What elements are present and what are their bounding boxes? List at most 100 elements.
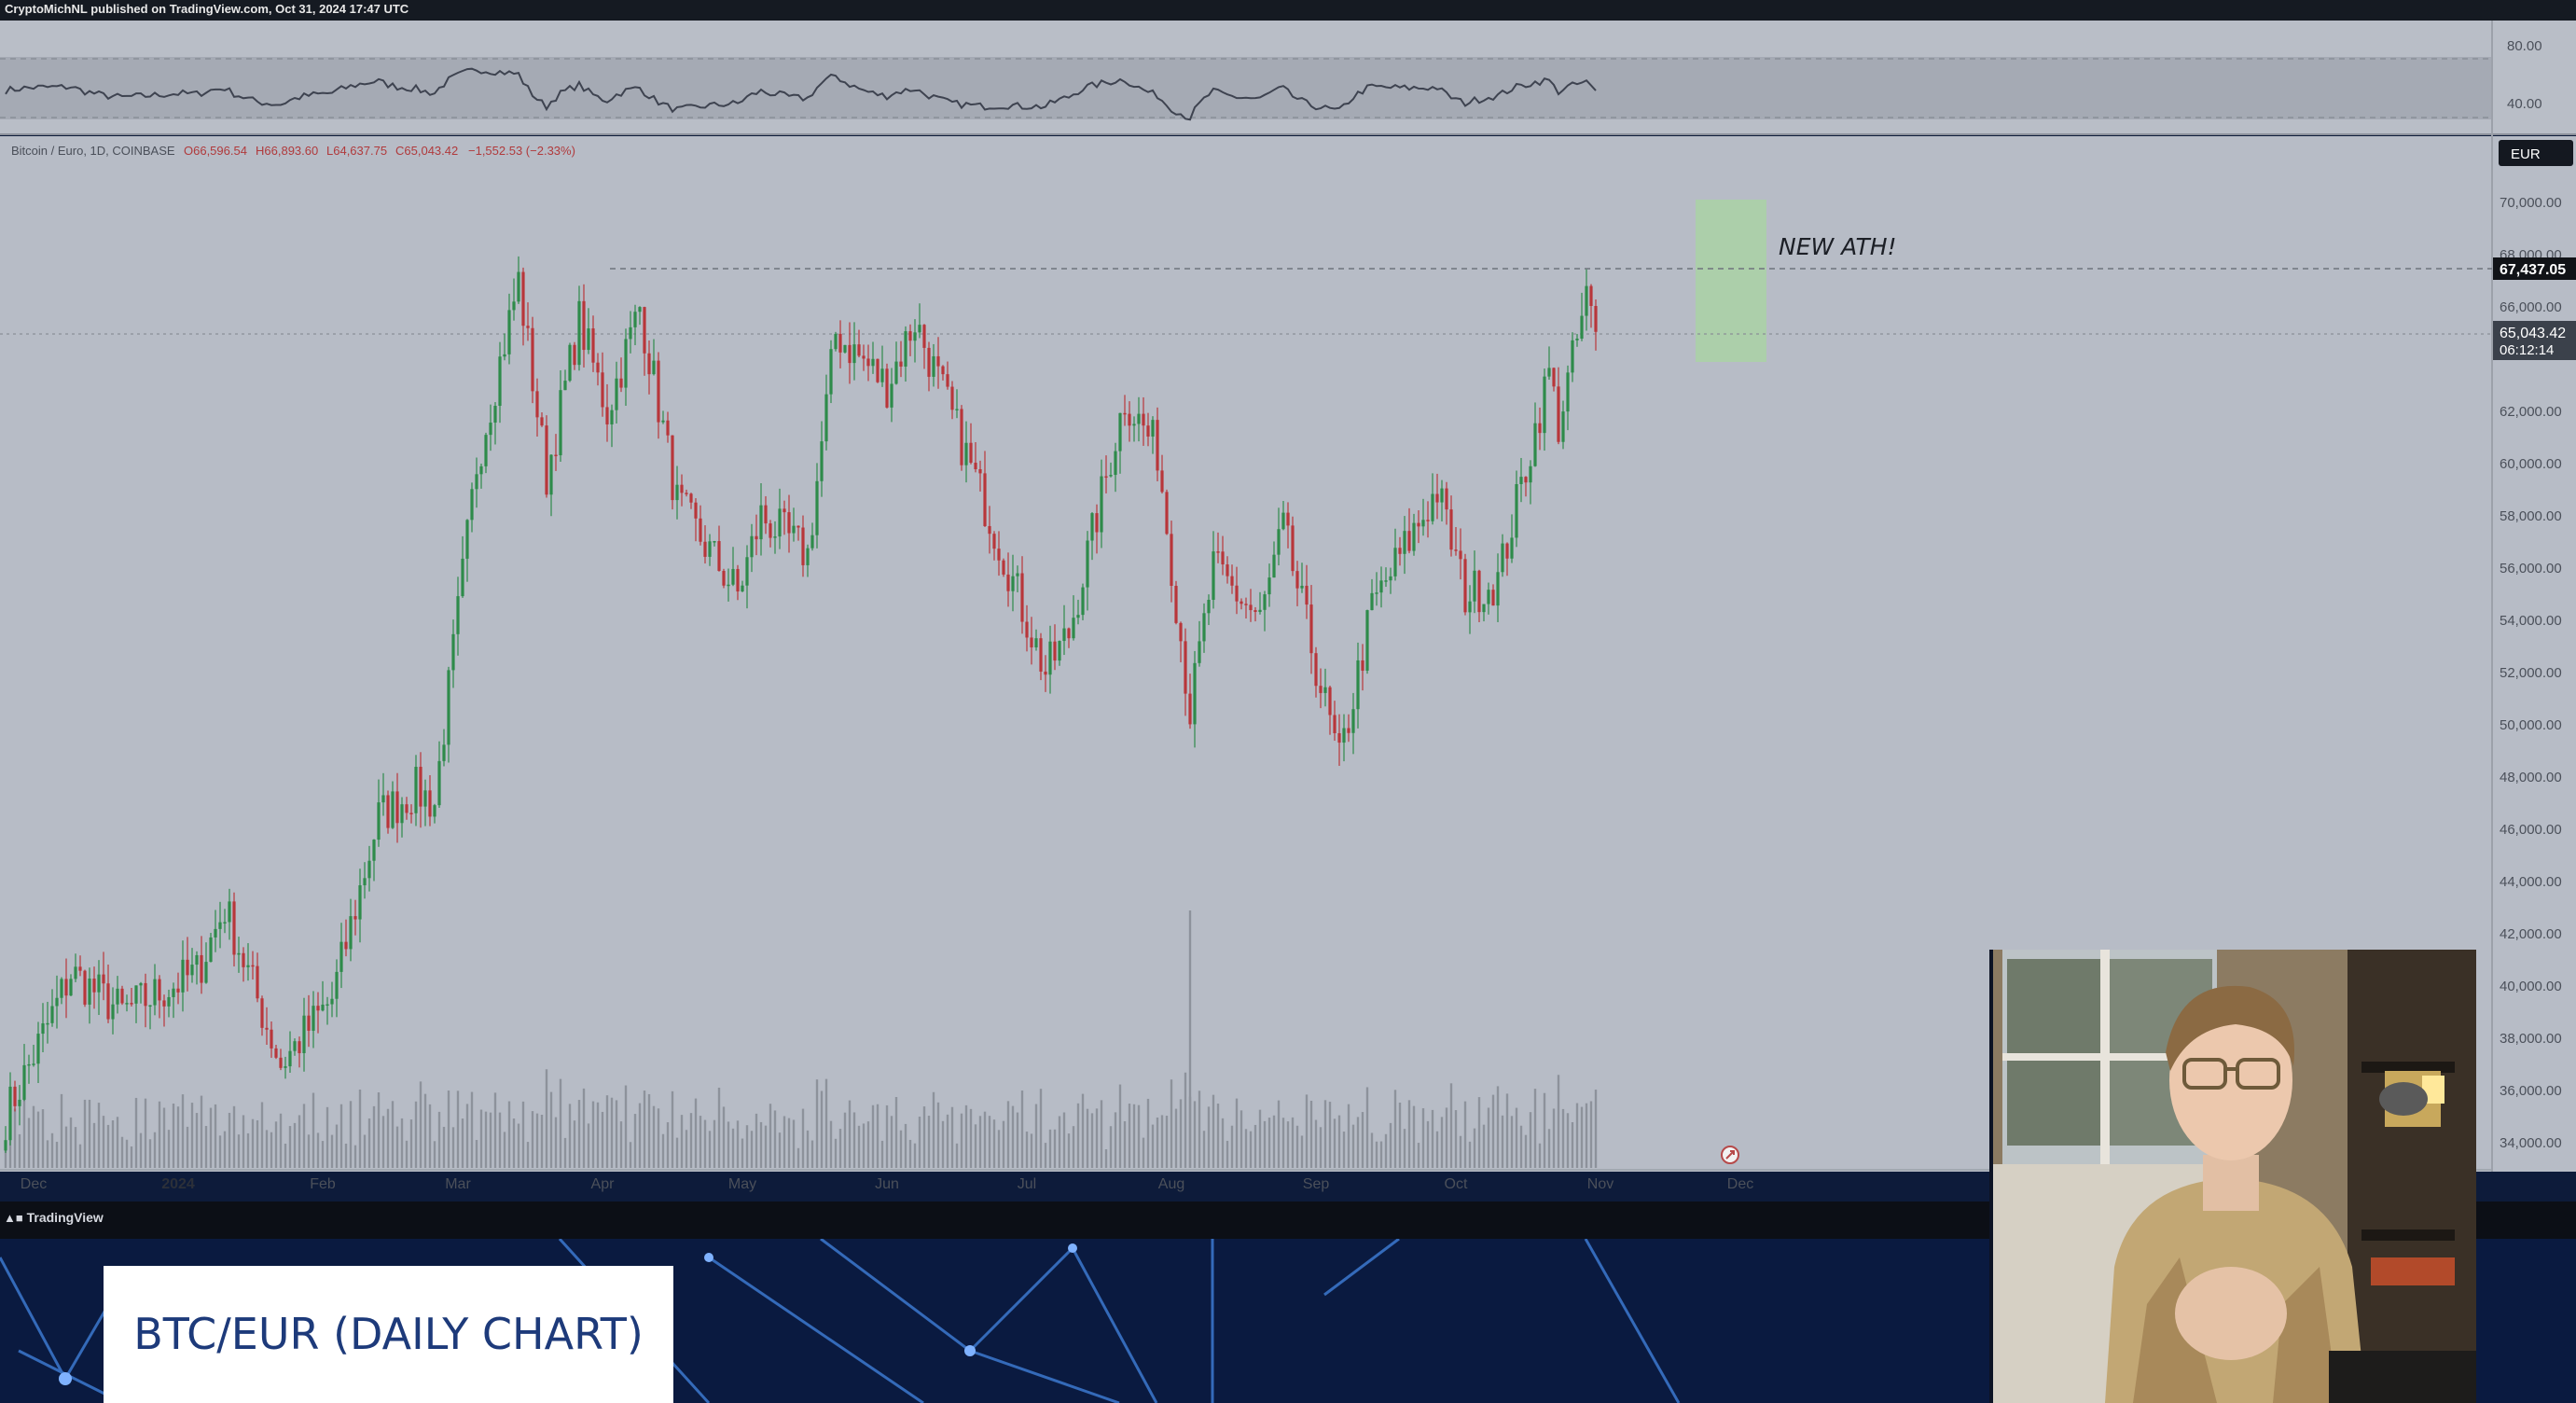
candle-body — [591, 328, 595, 363]
volume-bar — [1025, 1132, 1029, 1168]
candle-body — [1272, 554, 1276, 578]
volume-bar — [377, 1092, 381, 1168]
candle-body — [1207, 599, 1211, 614]
volume-bar — [521, 1101, 525, 1168]
volume-bar — [395, 1126, 399, 1168]
candle-body — [680, 484, 684, 493]
volume-bar — [120, 1136, 124, 1168]
volume-bar — [1519, 1125, 1523, 1168]
volume-bar — [1547, 1129, 1551, 1168]
candle-body — [489, 423, 492, 436]
candle-body — [727, 584, 730, 587]
candle-body — [699, 518, 702, 542]
volume-bar — [498, 1112, 502, 1168]
volume-bar — [479, 1109, 483, 1168]
volume-bar — [731, 1128, 735, 1168]
volume-bar — [74, 1127, 77, 1168]
candle-body — [1337, 733, 1341, 743]
volume-bar — [1151, 1124, 1155, 1168]
price-axis-label: 70,000.00 — [2500, 195, 2562, 211]
replay-icon[interactable] — [1721, 1146, 1739, 1164]
candle-body — [74, 966, 77, 979]
volume-bar — [1295, 1125, 1299, 1168]
volume-bar — [1529, 1112, 1532, 1168]
candle-body — [810, 535, 814, 549]
candle-body — [195, 954, 199, 965]
volume-bar — [838, 1129, 842, 1168]
volume-bar — [727, 1121, 730, 1168]
volume-bar — [1510, 1116, 1514, 1168]
volume-bar — [773, 1110, 777, 1168]
volume-bar — [657, 1108, 660, 1168]
candle-body — [1067, 628, 1071, 639]
volume-bar — [1240, 1110, 1243, 1168]
candle-body — [32, 1063, 35, 1065]
volume-bar — [1286, 1121, 1290, 1168]
volume-bar — [1337, 1115, 1341, 1168]
candle-body — [941, 366, 945, 375]
volume-bar — [1463, 1101, 1467, 1168]
volume-bar — [1384, 1133, 1388, 1168]
candle-body — [1473, 570, 1476, 602]
candle-body — [1585, 285, 1588, 316]
volume-bar — [78, 1144, 82, 1168]
volume-bar — [559, 1078, 562, 1168]
volume-bar — [64, 1126, 68, 1168]
candle-body — [1347, 728, 1350, 733]
candle-body — [1179, 622, 1183, 642]
volume-bar — [1170, 1079, 1173, 1168]
volume-bar — [1067, 1133, 1071, 1168]
volume-bar — [1561, 1108, 1565, 1168]
volume-bar — [367, 1118, 371, 1168]
currency-badge[interactable] — [2499, 140, 2573, 166]
volume-bar — [1212, 1094, 1215, 1168]
volume-bar — [1160, 1115, 1164, 1168]
volume-bar — [316, 1132, 320, 1168]
candle-body — [111, 1004, 115, 1020]
candle-body — [1571, 340, 1574, 373]
candle-body — [419, 766, 422, 807]
time-axis-label: Jul — [1018, 1176, 1036, 1192]
volume-bar — [699, 1116, 702, 1168]
volume-bar — [1114, 1112, 1117, 1168]
time-axis-label: Aug — [1158, 1176, 1184, 1192]
volume-bar — [223, 1131, 227, 1168]
candle-body — [18, 1099, 21, 1106]
volume-bar — [1202, 1131, 1206, 1168]
candle-body — [843, 344, 847, 353]
volume-bar — [680, 1115, 684, 1168]
volume-bar — [144, 1098, 147, 1168]
candle-body — [829, 349, 833, 395]
candle-body — [932, 355, 935, 377]
volume-bar — [1319, 1127, 1323, 1168]
candle-body — [638, 307, 642, 313]
volume-bar — [671, 1090, 674, 1168]
volume-bar — [1198, 1090, 1201, 1168]
time-axis-label: Mar — [445, 1176, 471, 1192]
volume-bar — [988, 1116, 991, 1168]
volume-bar — [335, 1124, 339, 1168]
volume-bar — [1440, 1117, 1444, 1168]
volume-bar — [1006, 1101, 1010, 1168]
volume-bar — [1566, 1113, 1570, 1168]
volume-bar — [1421, 1108, 1425, 1168]
candle-body — [1216, 551, 1220, 553]
candle-body — [866, 358, 870, 367]
volume-bar — [908, 1139, 912, 1168]
volume-bar — [1281, 1118, 1285, 1168]
volume-bar — [302, 1104, 306, 1168]
volume-bar — [437, 1111, 441, 1168]
volume-bar — [419, 1081, 422, 1168]
candle-body — [284, 1066, 287, 1068]
ath-price-tag — [2493, 257, 2576, 280]
rsi-axis-label: 80.00 — [2507, 38, 2542, 54]
presenter-image — [1993, 950, 2476, 1403]
candle-body — [279, 1057, 283, 1068]
candle-body — [1477, 570, 1481, 613]
candle-body — [1240, 601, 1243, 604]
volume-bar — [330, 1134, 334, 1168]
candle-body — [1151, 420, 1155, 437]
candle-body — [1463, 559, 1467, 613]
candle-body — [1226, 564, 1229, 576]
candle-body — [619, 378, 623, 388]
